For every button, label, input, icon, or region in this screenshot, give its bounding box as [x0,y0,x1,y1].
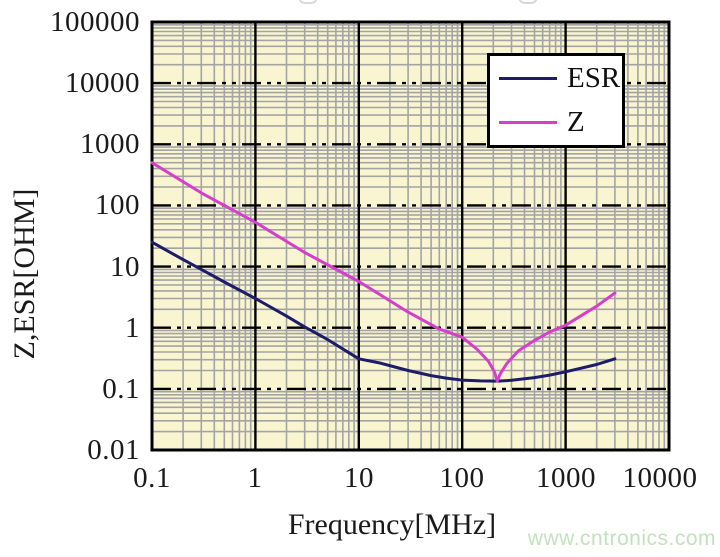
x-tick-label: 1 [247,462,263,494]
x-tick-label: 1000 [536,462,596,494]
y-tick-label: 0.01 [87,434,140,466]
legend-label-esr: ESR [567,61,621,94]
x-axis-label: Frequency[MHz] [287,508,497,541]
legend-label-z: Z [567,106,585,139]
x-tick-label: 100 [439,462,485,494]
plot-frame [150,20,671,452]
y-tick-label: 100000 [50,6,140,38]
y-tick-label: 10000 [65,67,140,99]
x-tick-label: 0.1 [133,462,171,494]
y-tick-label: 10 [110,251,140,283]
y-axis-label: Z,ESR[OHM] [8,188,41,360]
y-tick-label: 1000 [80,128,140,160]
y-tick-label: 0.1 [102,373,140,405]
series-line-esr [150,240,617,383]
y-tick-label: 1 [125,312,140,344]
z-line-swatch [499,121,557,125]
legend: ESR Z [487,53,625,148]
legend-entry-esr: ESR [490,56,622,100]
y-tick-label: 100 [95,189,140,221]
esr-line-swatch [499,76,557,80]
x-tick-label: 10 [344,462,374,494]
x-tick-label: 10000 [622,462,698,494]
series-line-z [150,161,617,383]
watermark-text: www.cntronics.com [527,527,716,550]
legend-entry-z: Z [490,101,622,145]
